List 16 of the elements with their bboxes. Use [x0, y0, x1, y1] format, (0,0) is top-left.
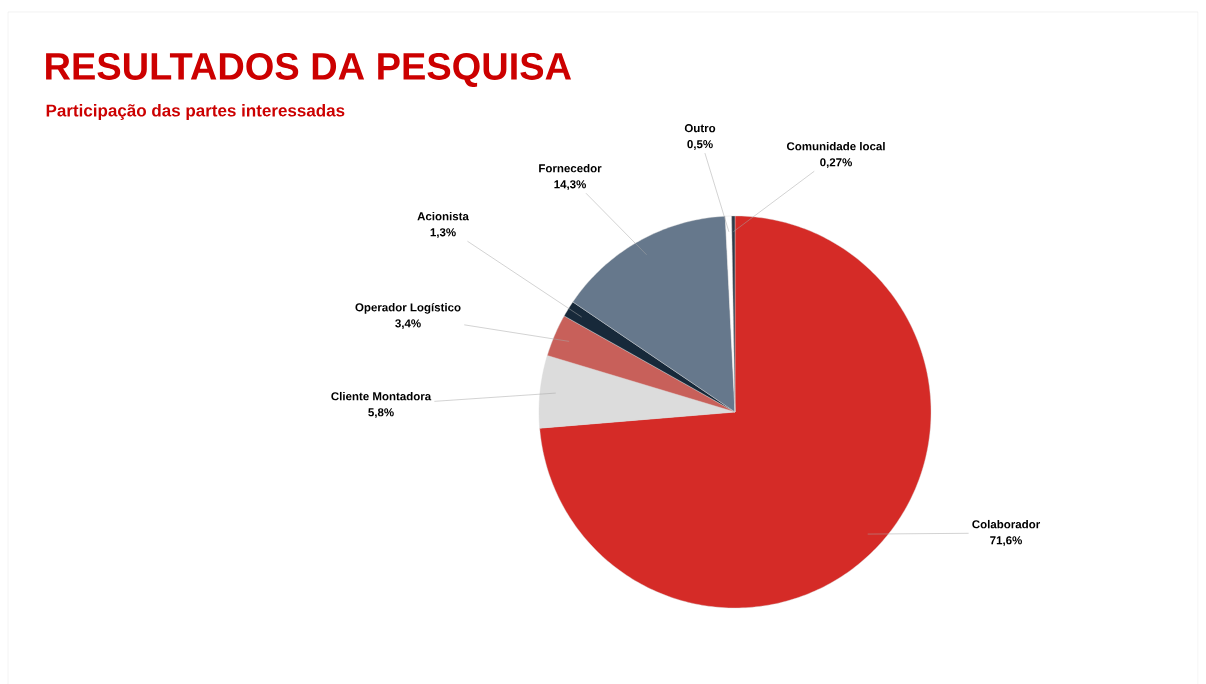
slice-label: Comunidade local [786, 141, 885, 151]
data-label: 14,3% [554, 180, 586, 190]
slice-label: Acionista [417, 211, 469, 221]
slice-label: Operador Logístico [355, 302, 461, 314]
data-label: 1,3% [430, 228, 456, 238]
data-label: 3,4% [395, 319, 421, 329]
slice-label: Fornecedor [539, 163, 602, 173]
data-label: 0,27% [820, 158, 852, 168]
chart-subtitle: Participação das partes interessadas [46, 103, 345, 120]
slice-label: Colaborador [972, 519, 1041, 529]
data-label: 5,8% [368, 408, 394, 418]
slice-label: Cliente Montadora [331, 391, 432, 401]
data-label: 0,5% [687, 139, 713, 150]
chart-title: RESULTADOS DA PESQUISA [46, 52, 572, 87]
data-label: 71,6% [990, 536, 1022, 546]
slice-label: Outro [684, 123, 716, 133]
